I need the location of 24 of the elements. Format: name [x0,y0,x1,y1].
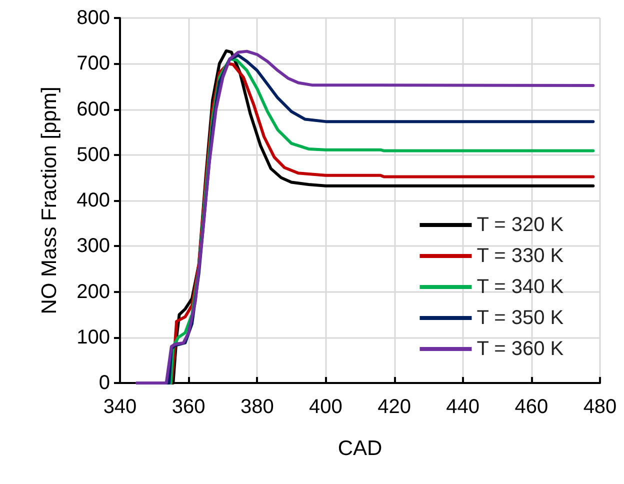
x-tick-label: 360 [172,396,206,418]
y-tick-label: 100 [76,326,110,348]
x-tick-label: 400 [309,396,342,418]
legend-label: T = 360 K [476,338,564,360]
y-axis-title: NO Mass Fraction [ppm] [38,86,61,314]
y-tick-label: 0 [98,372,110,394]
legend-label: T = 330 K [476,245,564,267]
y-tick-label: 600 [76,98,110,120]
legend-label: T = 340 K [476,276,564,298]
y-tick-label: 300 [76,235,110,258]
legend-label: T = 320 K [476,214,564,236]
x-tick-label: 340 [103,396,137,418]
x-tick-label: 480 [583,396,617,418]
y-tick-label: 700 [76,52,110,75]
y-tick-label: 500 [76,144,110,166]
y-tick-label: 400 [76,190,110,212]
x-axis-title: CAD [338,437,382,460]
x-tick-label: 420 [378,396,411,418]
x-tick-label: 460 [514,396,548,418]
legend-label: T = 350 K [476,307,564,329]
y-tick-label: 800 [76,7,110,29]
x-tick-label: 380 [240,396,274,418]
x-tick-label: 440 [446,396,480,418]
y-tick-label: 200 [76,280,110,303]
